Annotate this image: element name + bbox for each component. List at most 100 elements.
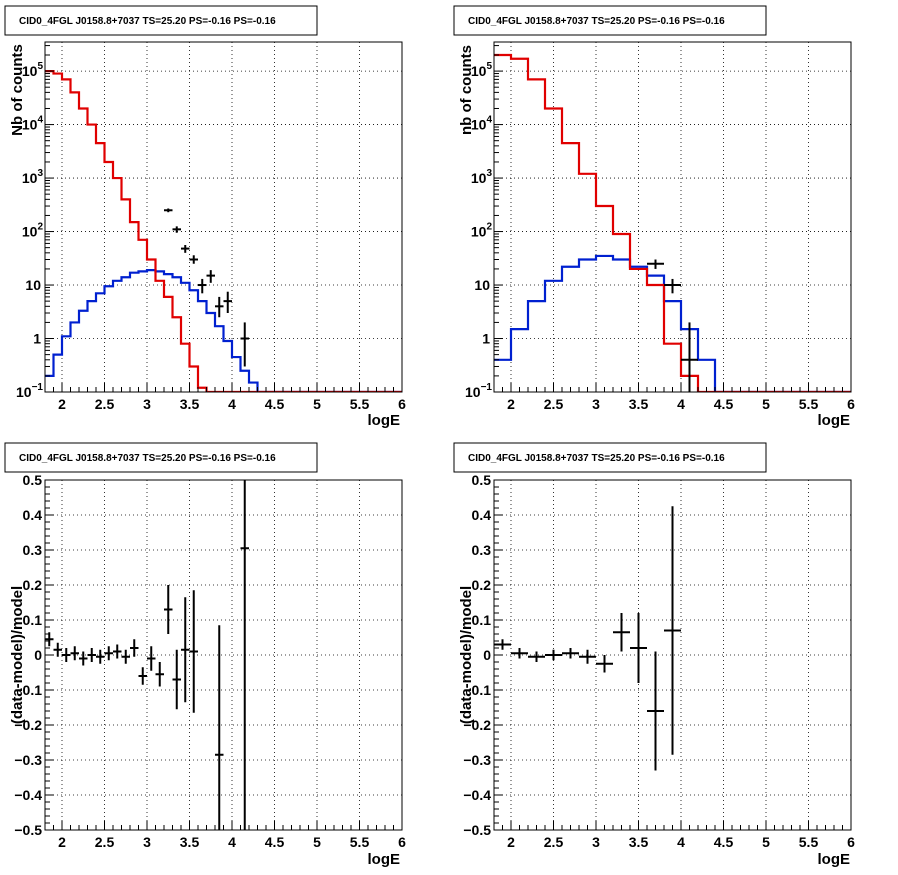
y-tick-label: −0.4 <box>14 787 42 803</box>
x-tick-label: 2.5 <box>95 396 115 412</box>
data-point <box>528 651 545 662</box>
x-tick-label: 5 <box>762 396 770 412</box>
y-tick-label: 0.2 <box>23 577 43 593</box>
y-axis: 10−1 1 10 102 103 104 105 <box>16 45 54 400</box>
data-point <box>155 662 164 687</box>
x-tick-label: 2 <box>507 396 515 412</box>
data-point <box>596 655 613 673</box>
x-axis-label: logE <box>818 412 851 429</box>
data-point <box>138 667 147 685</box>
data-point <box>87 648 96 662</box>
y-tick-label: 0.5 <box>23 472 43 488</box>
x-tick-label: 3 <box>143 834 151 850</box>
chart-panel-1: CID0_4FGL J0158.8+7037 TS=25.20 PS=-0.16… <box>4 5 406 429</box>
chart-panel-4: CID0_4FGL J0158.8+7037 TS=25.20 PS=-0.16… <box>453 442 855 868</box>
data-point <box>240 322 249 367</box>
data-point <box>545 649 562 661</box>
data-point <box>172 226 181 233</box>
x-tick-label: 4.5 <box>265 834 285 850</box>
x-axis-label: logE <box>818 851 851 868</box>
data-point <box>647 259 664 269</box>
x-tick-label: 4 <box>228 396 236 412</box>
x-tick-label: 4.5 <box>714 834 734 850</box>
x-tick-label: 6 <box>847 396 855 412</box>
y-tick-label: 0.4 <box>23 507 43 523</box>
x-tick-label: 2 <box>507 834 515 850</box>
chart-panel-2: CID0_4FGL J0158.8+7037 TS=25.20 PS=-0.16… <box>453 5 855 429</box>
y-tick-label: −0.1 <box>463 682 491 698</box>
y-tick-label: 0.1 <box>472 612 492 628</box>
data-point <box>45 632 54 647</box>
title-box <box>4 442 318 473</box>
data-point <box>630 613 647 683</box>
y-tick-label: 102 <box>471 222 493 240</box>
x-tick-label: 3 <box>592 834 600 850</box>
y-axis-label: nb of counts <box>458 45 475 135</box>
data-point <box>664 506 681 755</box>
data-point <box>147 646 156 671</box>
x-axis-label: logE <box>368 412 401 429</box>
data-point <box>113 644 122 659</box>
y-tick-label: 103 <box>471 168 493 186</box>
y-tick-label: −0.3 <box>14 752 42 768</box>
y-tick-label: 0.1 <box>23 612 43 628</box>
x-tick-label: 4.5 <box>714 396 734 412</box>
x-tick-label: 4.5 <box>265 396 285 412</box>
data-point <box>164 208 173 213</box>
y-axis: 10−1 1 10 102 103 104 105 <box>465 45 503 400</box>
data-point <box>223 291 232 313</box>
y-tick-label: −0.5 <box>463 822 491 838</box>
data-point <box>189 590 198 713</box>
x-tick-label: 2.5 <box>544 396 564 412</box>
title-box <box>4 5 318 36</box>
x-tick-label: 2 <box>58 396 66 412</box>
y-tick-label: −0.2 <box>463 717 491 733</box>
data-point <box>613 613 630 652</box>
data-point <box>121 649 130 664</box>
x-tick-label: 5.5 <box>799 396 819 412</box>
x-tick-label: 3 <box>592 396 600 412</box>
title-box <box>453 442 767 473</box>
y-tick-label: −0.2 <box>14 717 42 733</box>
x-tick-label: 5 <box>313 834 321 850</box>
y-tick-label: −0.4 <box>463 787 491 803</box>
plot-area <box>45 69 402 392</box>
data-point <box>206 270 215 283</box>
x-tick-label: 3 <box>143 396 151 412</box>
x-tick-label: 3.5 <box>629 834 649 850</box>
y-axis: −0.5 −0.4 −0.3 −0.2 −0.1 0 0.1 0.2 0.3 0.4 0.5 <box>463 472 503 838</box>
data-point <box>62 648 71 662</box>
x-axis-label: logE <box>368 851 401 868</box>
chart-title: CID0_4FGL J0158.8+7037 TS=25.20 PS=-0.16… <box>19 453 276 464</box>
y-tick-label: 0.2 <box>472 577 492 593</box>
y-tick-label: 0.3 <box>23 542 43 558</box>
x-tick-label: 3.5 <box>629 396 649 412</box>
data-point <box>664 278 681 294</box>
data-point <box>215 625 224 830</box>
data-point <box>681 322 698 392</box>
y-tick-label: 1 <box>482 331 490 347</box>
x-tick-label: 2 <box>58 834 66 850</box>
model-histogram <box>45 69 402 392</box>
data-point <box>215 296 224 318</box>
title-box <box>453 5 767 36</box>
y-tick-label: 10 <box>474 277 490 293</box>
y-tick-label: 105 <box>22 61 44 79</box>
x-tick-label: 5 <box>762 834 770 850</box>
data-point <box>562 648 579 659</box>
y-tick-label: 0 <box>483 647 491 663</box>
y-tick-label: −0.3 <box>463 752 491 768</box>
y-tick-label: 10 <box>25 277 41 293</box>
data-point <box>494 639 511 650</box>
data-point <box>104 646 113 661</box>
chart-title: CID0_4FGL J0158.8+7037 TS=25.20 PS=-0.16… <box>468 16 725 27</box>
data-point <box>181 597 190 703</box>
chart-panel-3: CID0_4FGL J0158.8+7037 TS=25.20 PS=-0.16… <box>4 442 406 868</box>
plot-frame <box>493 41 852 393</box>
component-histogram <box>494 254 851 392</box>
data-point <box>130 639 139 657</box>
x-axis: 2 2.5 3 3.5 4 4.5 5 5.5 6 <box>44 821 406 850</box>
x-tick-label: 5 <box>313 396 321 412</box>
y-tick-label: 1 <box>33 331 41 347</box>
x-axis: 2 2.5 3 3.5 4 4.5 5 5.5 6 <box>493 821 855 850</box>
